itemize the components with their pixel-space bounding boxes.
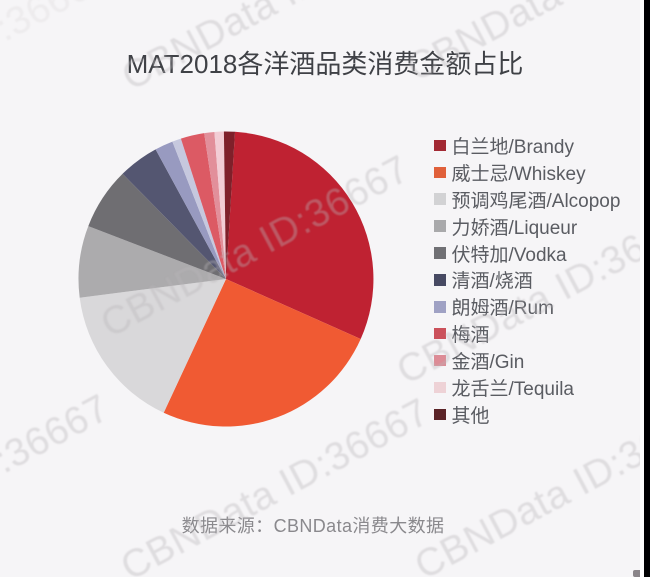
svg-text:CBNData ID:36667: CBNData ID:36667 [94,147,416,345]
svg-text:CBNData ID:36667: CBNData ID:36667 [0,386,116,577]
svg-text:CBNData ID:36667: CBNData ID:36667 [408,389,650,577]
svg-text:CBNData ID:36667: CBNData ID:36667 [115,0,437,99]
svg-text:CBNData ID:36667: CBNData ID:36667 [0,0,117,153]
svg-text:CBNData ID:36667: CBNData ID:36667 [390,194,650,392]
svg-text:CBNData ID:36667: CBNData ID:36667 [114,390,436,577]
svg-text:CBNData ID:36667: CBNData ID:36667 [400,0,650,90]
